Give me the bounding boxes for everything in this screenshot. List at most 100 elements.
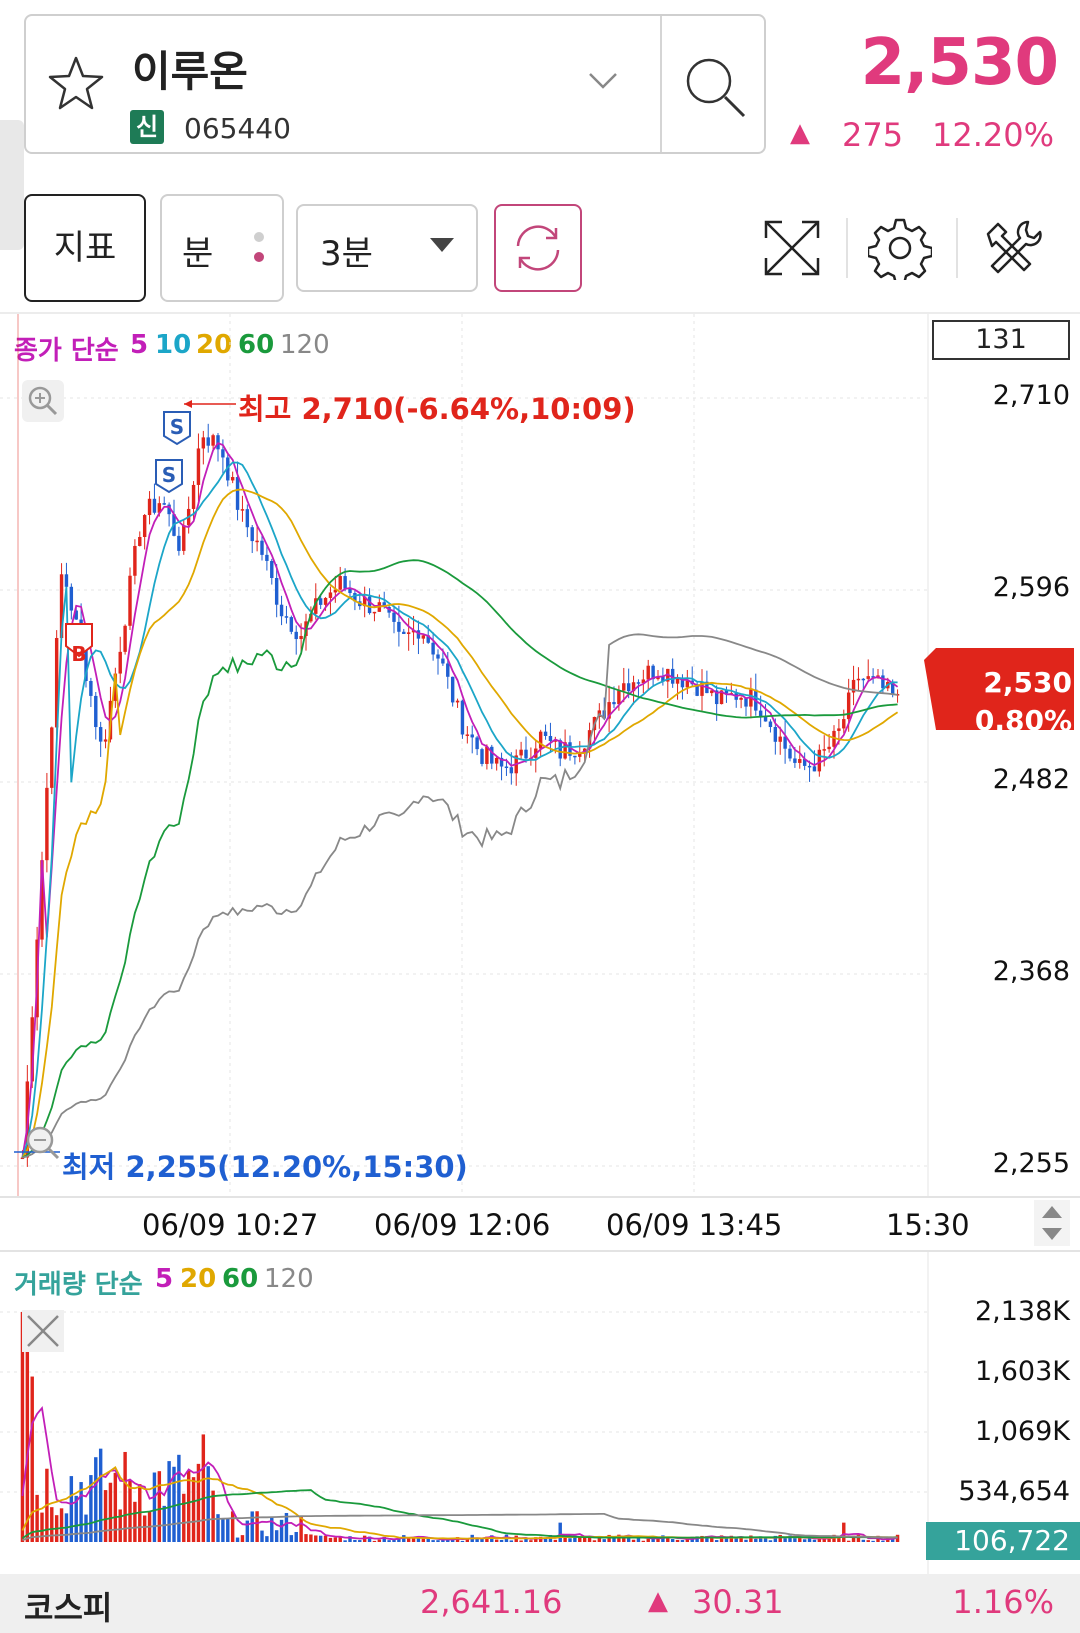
candle [866, 659, 870, 681]
volume-bar [465, 1539, 470, 1542]
index-ticker-bar[interactable] [0, 1574, 1080, 1633]
volume-bar [754, 1539, 758, 1542]
candle [103, 729, 108, 749]
buy-marker [65, 623, 93, 658]
up-arrow-icon: ▲ [648, 1586, 668, 1616]
close-icon[interactable] [22, 1310, 64, 1352]
volume-bar [783, 1538, 787, 1542]
candle [802, 752, 807, 771]
candle [206, 423, 210, 453]
star-icon[interactable] [44, 52, 108, 116]
volume-bar [587, 1536, 592, 1542]
current-price: 2,530 [860, 26, 1059, 100]
price-chart[interactable]: B S S [0, 314, 1080, 1196]
legend-ma10: 10 [155, 330, 192, 360]
side-drawer-tab[interactable] [0, 120, 24, 250]
low-annotation: 최저 2,255(12.20%,15:30) [62, 1150, 468, 1184]
volume-bar [348, 1536, 352, 1542]
candle [240, 495, 245, 522]
scroll-arrows-icon[interactable] [1034, 1200, 1070, 1246]
volume-bar [245, 1520, 250, 1542]
candle [470, 725, 474, 754]
volume-bar [485, 1536, 489, 1542]
volume-bar [480, 1538, 484, 1542]
volume-bar [411, 1537, 416, 1542]
chevron-down-icon[interactable] [586, 68, 620, 92]
volume-bar [358, 1540, 362, 1542]
volume-bar [509, 1540, 514, 1542]
minute-button[interactable] [160, 194, 284, 302]
volume-bar [270, 1516, 274, 1542]
candle [578, 741, 582, 763]
zoom-in-icon[interactable] [22, 380, 64, 422]
zoom-out-icon[interactable] [22, 1122, 64, 1164]
volume-bar [856, 1534, 861, 1542]
volume-bar [343, 1540, 347, 1542]
volume-bar [406, 1537, 411, 1542]
volume-bar [103, 1490, 108, 1542]
volume-bar [201, 1434, 206, 1542]
candle [807, 760, 812, 782]
volume-bar [651, 1537, 655, 1542]
legend-volume-prefix: 거래량 단순 [14, 1270, 143, 1300]
candle [607, 685, 611, 733]
candle [279, 595, 284, 626]
candle [450, 676, 455, 707]
sell-marker [155, 459, 183, 494]
volume-bar [842, 1522, 846, 1542]
toolbar-separator [0, 312, 1080, 314]
candle [543, 724, 548, 740]
volume-bar [113, 1472, 118, 1542]
y-axis-label: 2,710 [992, 380, 1070, 411]
volume-bar [641, 1540, 646, 1542]
volume-bar [631, 1539, 636, 1542]
refresh-button[interactable] [494, 204, 582, 292]
volume-bar [367, 1536, 372, 1542]
candle [778, 726, 782, 755]
volume-chart[interactable] [0, 1252, 1080, 1574]
candle [817, 744, 822, 777]
candle [636, 679, 641, 697]
volume-bar [558, 1522, 562, 1542]
volume-y-label: 1,069K [974, 1416, 1070, 1447]
volume-bar [79, 1482, 83, 1542]
candle [94, 691, 98, 740]
sell-marker-label: S [170, 415, 184, 439]
volume-bar [700, 1535, 704, 1542]
volume-bar [142, 1515, 147, 1542]
candle [499, 752, 504, 781]
candle [250, 524, 254, 554]
x-axis-label: 06/09 10:27 [142, 1208, 319, 1242]
search-icon[interactable] [680, 52, 750, 122]
moving-average-line [21, 442, 899, 1158]
volume-bar [108, 1482, 113, 1542]
y-axis-label: 2,255 [992, 1148, 1070, 1179]
volume-bar [798, 1536, 802, 1542]
candle [226, 452, 230, 487]
volume-moving-average-line [22, 1512, 898, 1541]
candle [705, 670, 709, 694]
indicator-button[interactable]: 지표 [24, 194, 146, 302]
tools-icon[interactable] [980, 216, 1044, 280]
volume-bar [837, 1536, 841, 1542]
candle [573, 755, 577, 765]
volume-bar [802, 1539, 807, 1542]
volume-bar [333, 1537, 338, 1542]
candle [338, 566, 342, 591]
volume-bar [773, 1535, 778, 1542]
volume-bar [323, 1535, 328, 1542]
candle [260, 535, 264, 561]
candle [739, 696, 743, 709]
gear-icon[interactable] [868, 216, 932, 280]
volume-bar [582, 1535, 587, 1542]
volume-bar [69, 1476, 74, 1542]
candle [362, 586, 367, 618]
volume-bar [475, 1538, 479, 1542]
y-axis-label: 2,596 [992, 572, 1070, 603]
expand-icon[interactable] [760, 216, 824, 280]
candle [397, 605, 401, 647]
volume-bar [441, 1539, 445, 1542]
volume-bar [216, 1514, 220, 1542]
minute-button-label: 분 [182, 234, 214, 274]
volume-y-label: 1,603K [974, 1356, 1070, 1387]
